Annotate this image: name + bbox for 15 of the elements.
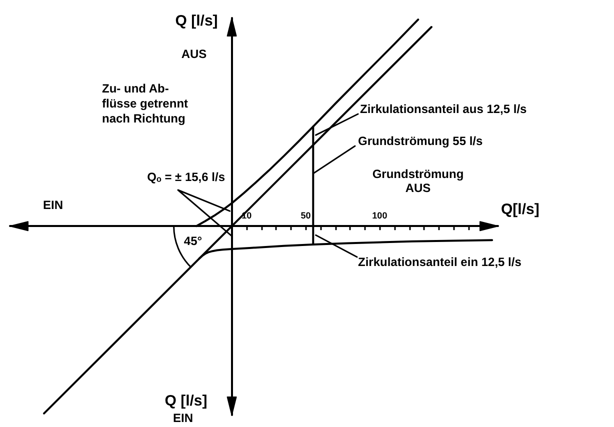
annotation: 45°	[184, 234, 202, 248]
annotation: EIN	[172, 411, 194, 425]
annotation: Q [l/s]	[164, 392, 208, 410]
annotation: Qₒ = ± 15,6 l/s	[147, 170, 226, 184]
x-tick-label: 50	[300, 210, 311, 221]
x-tick-label: 100	[372, 210, 388, 221]
annotation: Grundströmung AUS	[372, 167, 464, 195]
annotation: Grundströmung 55 l/s	[358, 134, 484, 148]
annotation: Zirkulationsanteil aus 12,5 l/s	[360, 102, 528, 116]
annotation: Zirkulationsanteil ein 12,5 l/s	[358, 255, 522, 269]
x-axis-title: Q[l/s]	[501, 201, 540, 218]
y-axis-title: Q [l/s]	[175, 12, 218, 30]
annotation: Zu- und Ab- flüsse getrennt nach Richtung	[102, 82, 188, 126]
annotation: EIN	[43, 198, 64, 212]
annotation: AUS	[181, 47, 207, 61]
